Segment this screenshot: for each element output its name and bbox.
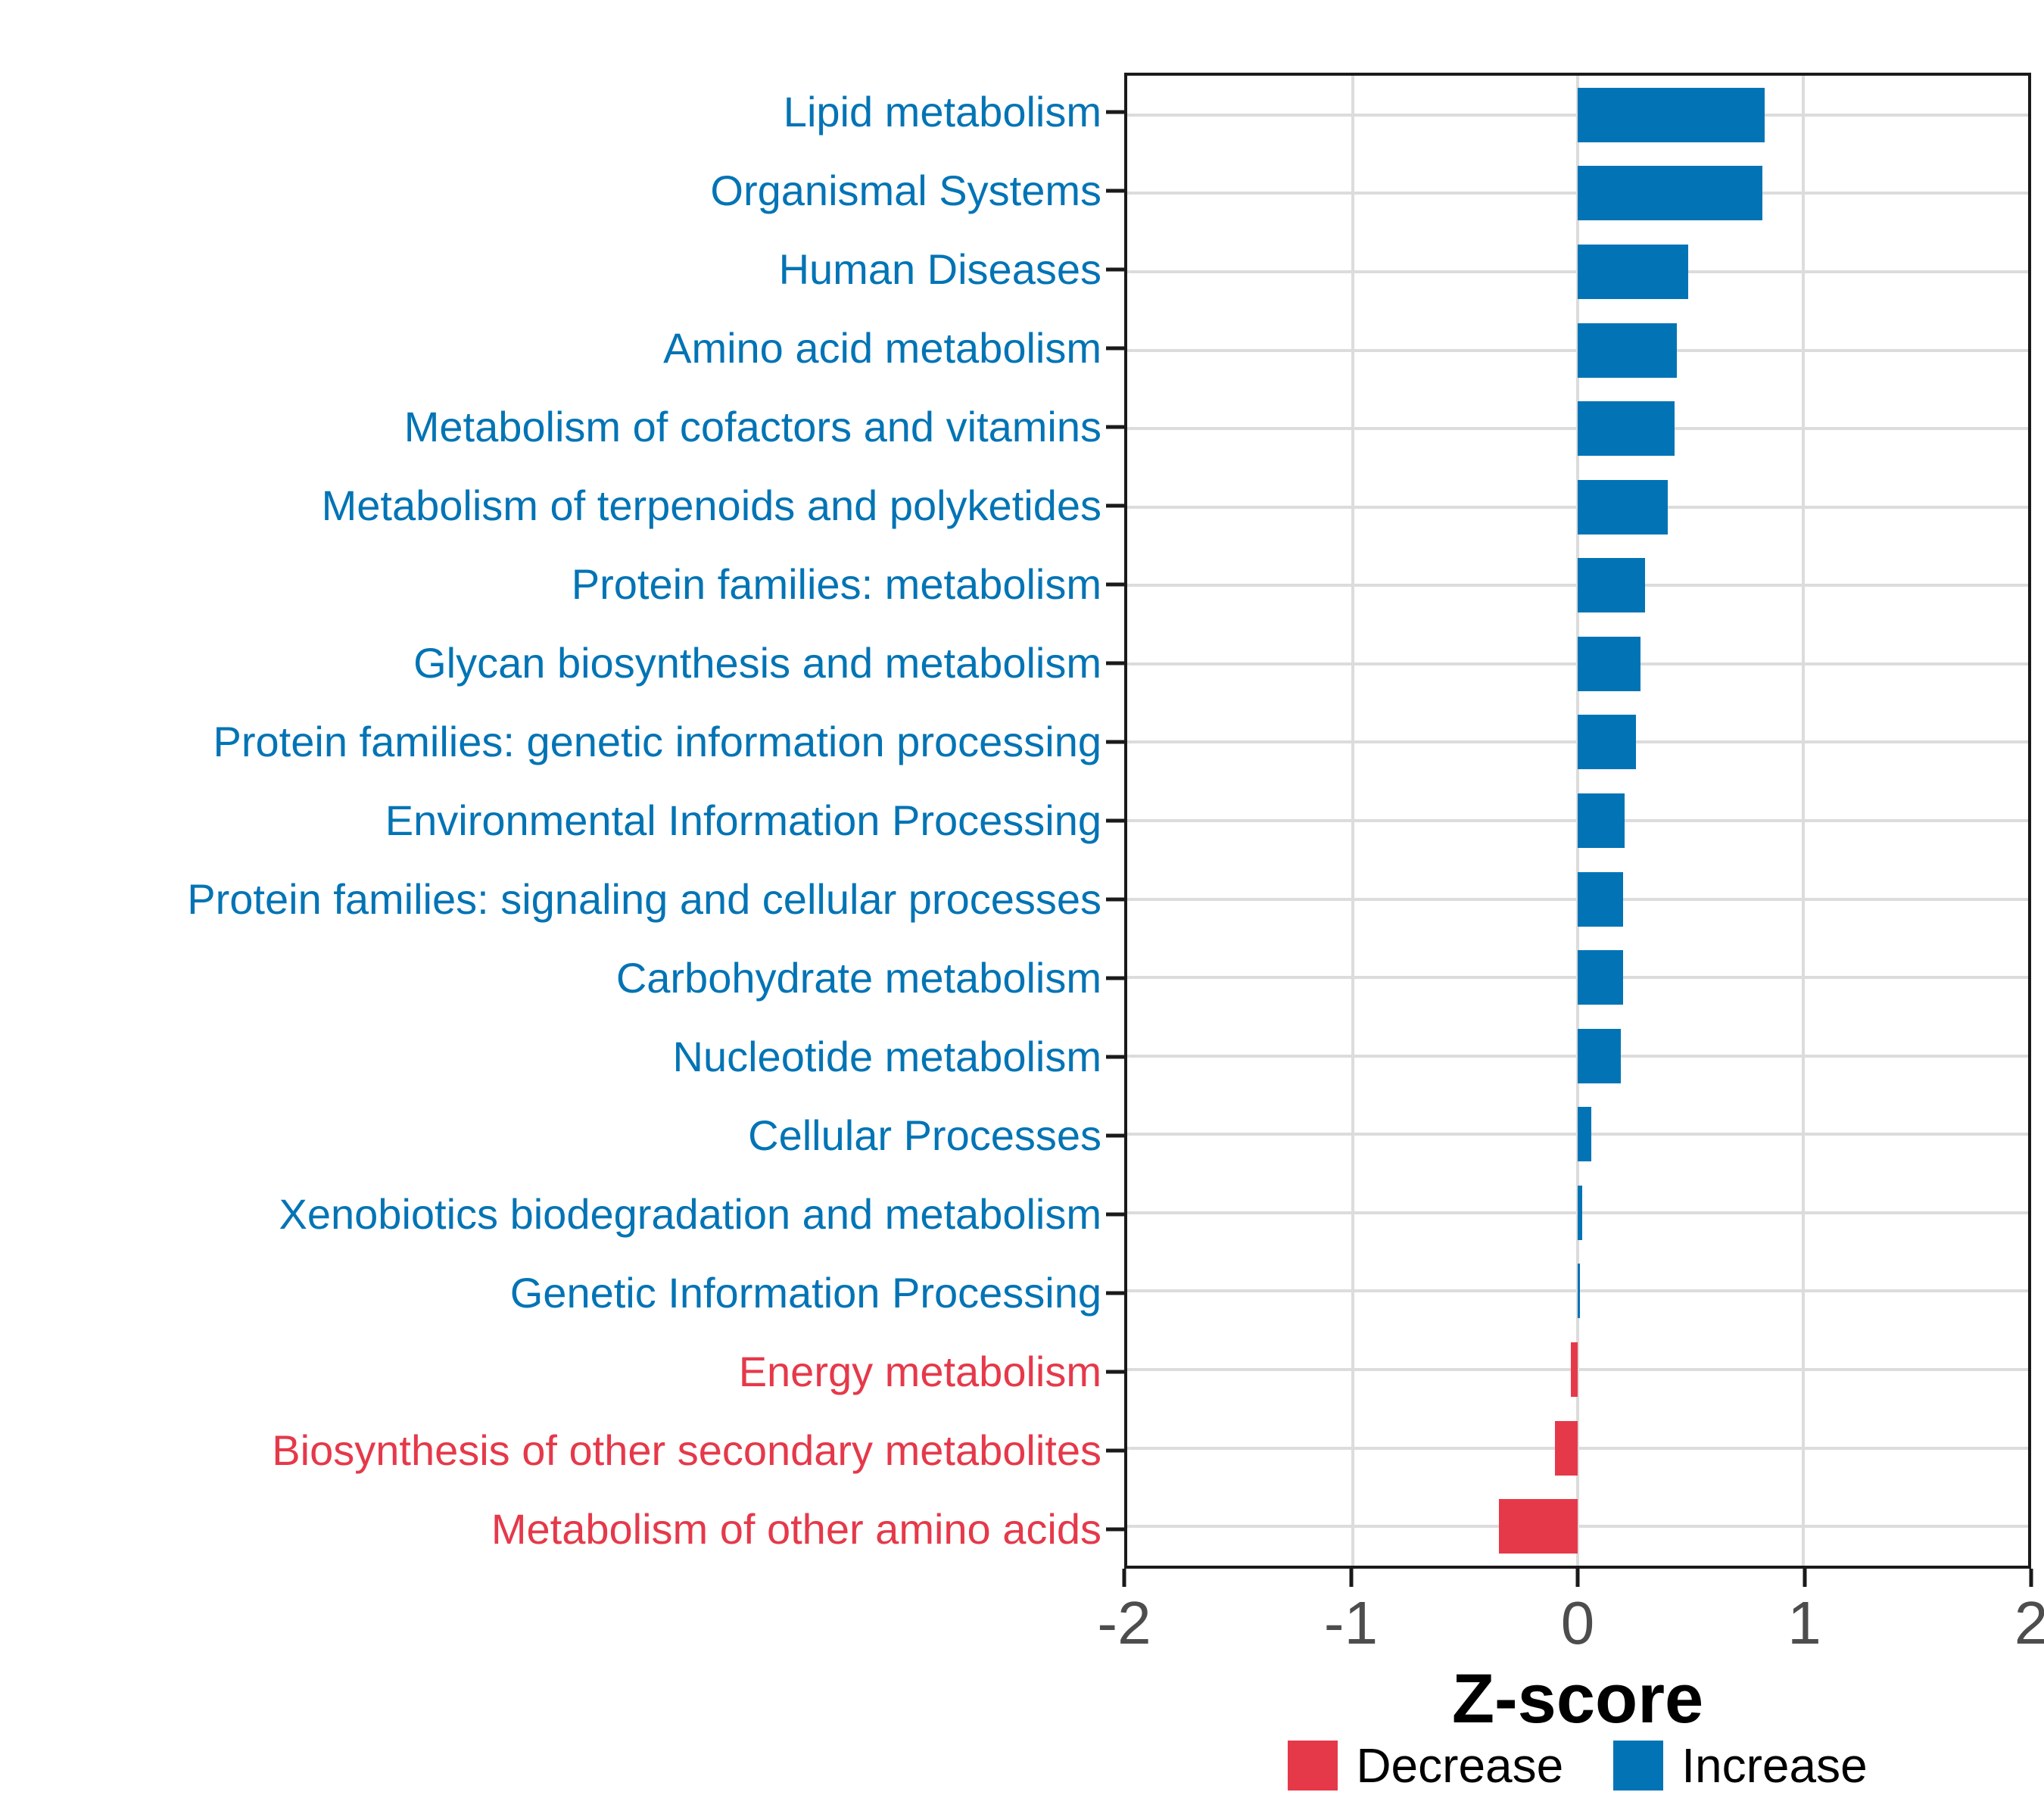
y-axis-tick (1106, 189, 1124, 193)
bar (1578, 1185, 1582, 1240)
x-axis-tick (1122, 1569, 1126, 1587)
y-axis-tick (1106, 425, 1124, 429)
y-axis-label: Metabolism of cofactors and vitamins (404, 403, 1101, 450)
bar (1578, 1264, 1580, 1319)
bar (1578, 323, 1677, 378)
legend: Decrease Increase (1124, 1735, 2031, 1796)
bar (1578, 244, 1688, 299)
bar (1578, 87, 1765, 142)
y-axis-label: Cellular Processes (748, 1111, 1101, 1159)
gridline-horizontal (1127, 1368, 2028, 1372)
gridline-horizontal (1127, 1525, 2028, 1529)
x-axis-tick-labels: -2 -1 0 1 2 (1097, 1589, 2044, 1660)
y-axis-label: Protein families: metabolism (571, 560, 1101, 608)
y-axis-tick (1106, 582, 1124, 587)
x-axis-tick-label: 1 (1787, 1589, 1821, 1656)
x-axis-tick (1575, 1569, 1580, 1587)
bar (1571, 1342, 1578, 1398)
y-axis-tick (1106, 267, 1124, 272)
y-axis-label: Lipid metabolism (783, 88, 1101, 136)
bar (1578, 715, 1637, 770)
y-axis-label: Protein families: genetic information pr… (213, 718, 1101, 765)
y-axis-label: Organismal Systems (710, 167, 1101, 214)
y-axis-tick (1106, 1370, 1124, 1374)
y-axis-tick (1106, 1133, 1124, 1138)
y-axis-tick (1106, 976, 1124, 980)
bar (1578, 1107, 1591, 1162)
legend-item-increase: Increase (1613, 1738, 1868, 1793)
y-axis-label: Environmental Information Processing (385, 796, 1101, 844)
x-axis-tick-label: -1 (1323, 1589, 1379, 1656)
y-axis-ticks (1106, 73, 1124, 1569)
y-axis-label: Amino acid metabolism (663, 324, 1101, 372)
y-axis-label: Xenobiotics biodegradation and metabolis… (279, 1190, 1101, 1238)
y-axis-tick (1106, 1055, 1124, 1059)
y-axis-label: Human Diseases (778, 245, 1101, 293)
x-axis-title: Z-score (1451, 1660, 1704, 1738)
y-axis-label: Glycan biosynthesis and metabolism (413, 639, 1101, 687)
y-axis-tick (1106, 1527, 1124, 1532)
bar (1578, 401, 1675, 457)
y-axis-tick (1106, 818, 1124, 823)
x-axis-tick-label: 2 (2014, 1589, 2044, 1656)
x-axis-tick (1349, 1569, 1353, 1587)
y-axis-label: Energy metabolism (738, 1348, 1101, 1395)
bar (1578, 950, 1623, 1005)
y-axis-tick (1106, 1448, 1124, 1453)
legend-swatch-decrease (1288, 1741, 1338, 1791)
legend-label: Increase (1681, 1738, 1868, 1793)
y-axis-tick (1106, 1212, 1124, 1217)
legend-label: Decrease (1356, 1738, 1564, 1793)
y-axis-tick (1106, 897, 1124, 902)
legend-swatch-increase (1613, 1741, 1664, 1791)
x-axis-tick-label: 0 (1560, 1589, 1595, 1656)
y-axis-tick (1106, 346, 1124, 351)
bar (1555, 1420, 1578, 1476)
x-axis-tick (2029, 1569, 2033, 1587)
bar (1578, 1028, 1621, 1083)
bar (1578, 636, 1641, 691)
x-axis-tick-label: -2 (1097, 1589, 1151, 1656)
y-axis-label: Nucleotide metabolism (672, 1033, 1101, 1080)
bar (1578, 793, 1625, 848)
y-axis-tick (1106, 1291, 1124, 1295)
y-axis-label: Biosynthesis of other secondary metaboli… (272, 1426, 1101, 1474)
y-axis-label: Protein families: signaling and cellular… (187, 875, 1101, 923)
y-axis-tick (1106, 740, 1124, 744)
y-axis-tick (1106, 110, 1124, 114)
x-axis-ticks (1122, 1569, 2033, 1587)
y-axis-tick (1106, 661, 1124, 665)
bar (1578, 558, 1646, 613)
y-axis-label: Carbohydrate metabolism (615, 954, 1101, 1002)
gridline-horizontal (1127, 1446, 2028, 1450)
bar (1578, 871, 1623, 927)
y-axis-label: Metabolism of other amino acids (491, 1505, 1101, 1553)
y-axis-label: Metabolism of terpenoids and polyketides (321, 482, 1101, 529)
y-axis-label: Genetic Information Processing (509, 1269, 1101, 1317)
x-axis-tick (1803, 1569, 1806, 1587)
plot-panel (1124, 73, 2031, 1569)
y-axis-tick (1106, 503, 1124, 508)
bar (1498, 1499, 1578, 1554)
bar (1578, 479, 1668, 535)
legend-item-decrease: Decrease (1288, 1741, 1563, 1791)
y-axis-labels: Lipid metabolism Organismal Systems Human … (0, 73, 1101, 1569)
bar (1578, 166, 1762, 221)
